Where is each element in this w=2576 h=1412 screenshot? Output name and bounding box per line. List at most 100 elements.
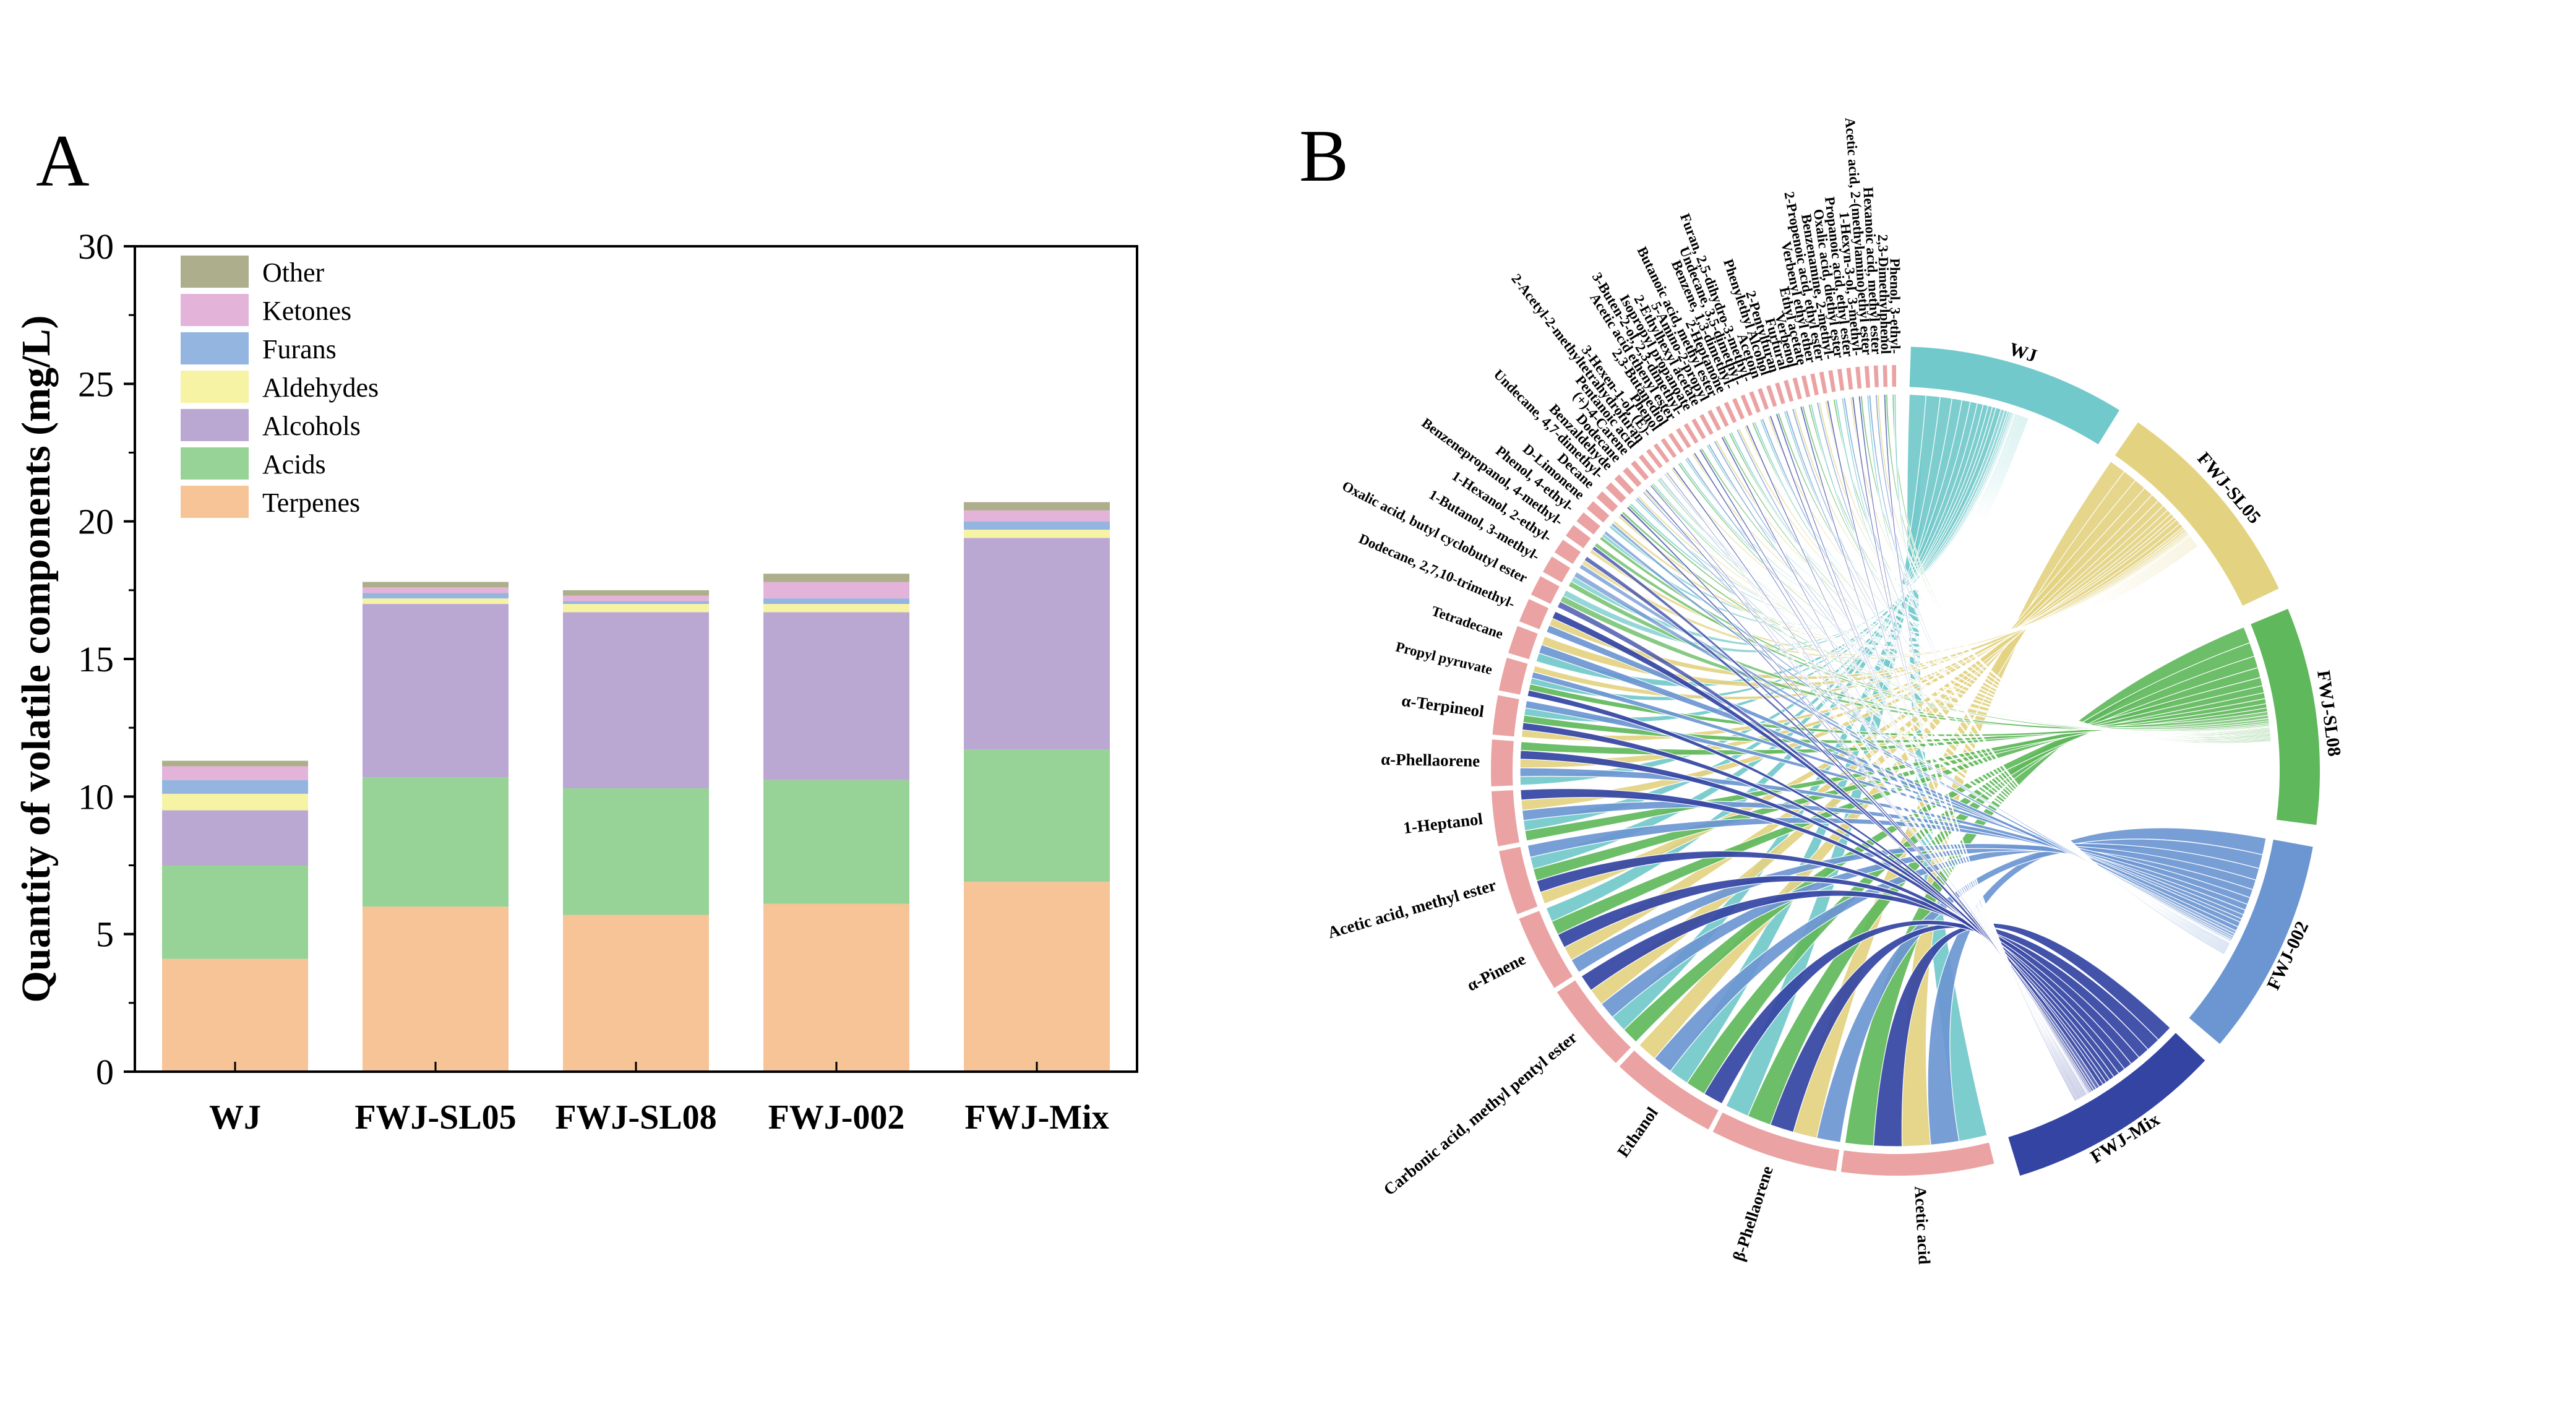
legend-label-acids: Acids xyxy=(262,449,326,480)
compound-arc-tetradecane xyxy=(1508,626,1538,660)
compound-label: Ethanol xyxy=(1613,1103,1662,1160)
bar-fwj-mix-terpenes xyxy=(964,882,1110,1072)
arcs-group xyxy=(1491,347,2320,1176)
bar-fwj-mix-acids xyxy=(964,749,1110,882)
y-tick-label: 25 xyxy=(78,364,114,404)
compound-label: Propyl pyruvate xyxy=(1394,639,1494,678)
ribbon-fwj-002-1-hexanol-2-ethyl xyxy=(1578,563,2236,937)
x-tick-label: FWJ-SL05 xyxy=(354,1098,516,1137)
compound-arc-furfural xyxy=(1784,379,1794,402)
ribbon-fwj-002-dodecane xyxy=(1642,491,2232,942)
ribbon-fwj-mix-ethanol xyxy=(1703,919,2149,1104)
panel-label-a: A xyxy=(36,119,90,202)
compound-arc-phenol-3-ethyl xyxy=(1892,365,1896,387)
ribbon-fwj-sl05-benzene-1-3-dimethyl xyxy=(1743,424,2194,633)
ribbon-fwj-sl05-propanoic-acid-ethyl-ester xyxy=(1849,396,2198,631)
compound-arc-benzaldehyde xyxy=(1614,474,1634,495)
ribbon-wj-phenol-3-ethyl xyxy=(1894,394,2029,589)
ribbon-fwj-002-2-heptanone xyxy=(1735,428,2230,948)
group-arc-wj xyxy=(1909,347,2119,445)
ribbon-fwj-002-propyl-pyruvate xyxy=(1531,671,2243,923)
compound-arc-1-heptanol xyxy=(1491,790,1519,846)
legend-swatch-ketones xyxy=(181,294,249,326)
ribbon-fwj-mix-benzene-1-3-dimethyl xyxy=(1745,424,2084,1098)
compound-arc-3-hexen-1-ol-e xyxy=(1653,443,1670,463)
y-axis-title: Quantity of volatile components (mg/L) xyxy=(14,316,59,1003)
compound-arc-undecane-3-5-dimethyl xyxy=(1740,394,1753,416)
compound-label: α-Terpineol xyxy=(1401,691,1485,721)
bar-wj-acids xyxy=(162,865,308,959)
bar-fwj-sl05-aldehydes xyxy=(363,598,509,605)
compound-label: Carbonic acid, methyl pentyl ester xyxy=(1380,1028,1581,1199)
ribbon-fwj-sl08-decane xyxy=(1621,510,2270,732)
compound-arc-undecane-4-7-dimethyl xyxy=(1605,482,1626,503)
bars-group xyxy=(162,502,1110,1072)
x-tick-label: FWJ-SL08 xyxy=(555,1098,716,1137)
ribbon-fwj-002-hexanoic-acid-methyl-ester xyxy=(1874,394,2226,955)
compound-arc-decane xyxy=(1596,491,1618,512)
ribbon-fwj-sl08-pentanoic-acid xyxy=(1656,478,2270,734)
ribbon-fwj-002-phenol-4-ethyl xyxy=(1603,530,2235,939)
ribbon-fwj-mix-pinene xyxy=(1557,875,2132,1070)
ribbon-fwj-sl05-2-ethylhexyl-acetate xyxy=(1714,439,2193,635)
stacked-bar-chart-svg: A Quantity of volatile components (mg/L)… xyxy=(14,119,1138,1137)
ribbon-fwj-sl05-1-hexanol-2-ethyl xyxy=(1581,526,2186,660)
legend-label-terpenes: Terpenes xyxy=(262,488,360,518)
legend-swatch-alcohols xyxy=(181,409,249,441)
ribbon-fwj-mix-propanoic-acid-ethyl-ester xyxy=(1851,396,2079,1101)
compound-arc-oxalic-acid-butyl-cyclobutyl-ester xyxy=(1531,576,1560,605)
y-tick-label: 10 xyxy=(78,777,114,817)
compound-label: Dodecane, 2,7,10-trimethyl- xyxy=(1357,531,1518,612)
x-tick-label: FWJ-002 xyxy=(768,1098,905,1137)
ribbon-wj-benzaldehyde xyxy=(1634,412,2015,617)
group-label-wj: WJ xyxy=(2007,339,2040,367)
ribbon-fwj-mix-verbenol xyxy=(1799,405,2081,1100)
legend-swatch-terpenes xyxy=(181,486,249,518)
ribbon-fwj-002-d-limonene xyxy=(1610,522,2233,941)
compound-arc-1-hexyn-3-ol-3-methyl xyxy=(1855,366,1862,389)
ribbon-fwj-mix-dodecane xyxy=(1644,488,2090,1095)
bar-fwj-mix-aldehydes xyxy=(964,530,1110,538)
group-arc-fwj-sl08 xyxy=(2251,608,2320,825)
compound-arc-phellaorene xyxy=(1712,1112,1840,1171)
ribbon-fwj-mix-3-hexen-1-ol-e xyxy=(1672,466,2088,1096)
compound-label: Acetic acid xyxy=(1911,1186,1934,1265)
bar-wj-other xyxy=(162,760,308,767)
ribbon-wj-benzenamine-2-methyl xyxy=(1834,398,2026,590)
compound-arc-furan-2-5-dihydro-3-methyl xyxy=(1749,391,1761,413)
compound-arc-oxalic-acid-diethyl-ester xyxy=(1837,368,1845,391)
bar-fwj-sl08-aldehydes xyxy=(563,604,709,613)
legend-label-aldehydes: Aldehydes xyxy=(262,372,379,403)
legend-swatch-other xyxy=(181,256,249,288)
compound-arc-2-pentylfuran xyxy=(1775,382,1785,405)
bar-fwj-sl08-alcohols xyxy=(563,612,709,788)
compound-arc-ethanol xyxy=(1619,1050,1719,1130)
ribbon-fwj-mix-acetic-acid-methyl-ester xyxy=(1536,850,2126,1074)
bar-fwj-002-acids xyxy=(763,780,909,904)
y-tick-label: 15 xyxy=(78,639,114,679)
legend-swatch-furans xyxy=(181,332,249,364)
compound-arc-verbenol xyxy=(1792,377,1802,400)
bar-wj-aldehydes xyxy=(162,793,308,811)
compound-arc-phellaorene xyxy=(1491,739,1514,786)
ribbon-fwj-sl05-furfural xyxy=(1793,407,2196,631)
chord-diagram-svg: B WJFWJ-SL05FWJ-SL08FWJ-002FWJ-MixAcetic… xyxy=(1299,114,2345,1265)
bar-fwj-sl08-furans xyxy=(563,601,709,605)
legend-label-alcohols: Alcohols xyxy=(262,411,361,441)
y-tick-label: 5 xyxy=(96,915,114,955)
compound-label: Phenol, 3-ethyl- xyxy=(1887,258,1903,354)
ribbon-fwj-sl08-2-3-dimethylphenol xyxy=(1885,394,2272,743)
compound-arc-hexanoic-acid-methyl-ester xyxy=(1873,365,1879,387)
ribbon-fwj-mix-undecane-4-7-dimethyl xyxy=(1626,506,2092,1094)
compound-arc-2-heptanone xyxy=(1724,402,1737,423)
compound-arc-dodecane-2-7-10-trimethyl xyxy=(1519,599,1549,630)
ribbon-fwj-sl05-2-heptanone xyxy=(1737,428,2194,633)
compound-label: Tetradecane xyxy=(1430,603,1505,642)
compound-label: Acetic acid, methyl ester xyxy=(1326,876,1498,942)
compound-arc-benzenamine-2-methyl xyxy=(1828,370,1836,392)
ribbons-group xyxy=(1519,394,2272,1147)
ribbon-fwj-002-ethanol xyxy=(1654,843,2260,1072)
ribbon-fwj-sl05-dodecane-2-7-10-trimethyl xyxy=(1548,523,2184,680)
legend: Other Ketones Furans Aldehydes Alcohols Acids… xyxy=(181,256,379,518)
compound-arc-benzene-1-3-dimethyl xyxy=(1732,398,1745,420)
